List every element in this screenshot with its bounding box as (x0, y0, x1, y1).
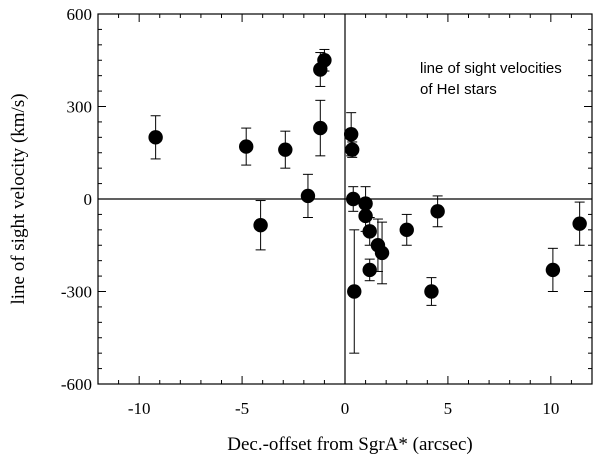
data-point (278, 142, 293, 157)
data-point (545, 262, 561, 278)
zero-lines (98, 14, 592, 384)
annotation-line-1: line of sight velocities (420, 60, 562, 77)
annotation-line-2: of HeI stars (420, 81, 497, 98)
y-tick-label: -600 (61, 375, 92, 394)
y-tick-labels: 600 300 0 -300 -600 (61, 5, 92, 394)
y-tick-label: 300 (67, 98, 93, 117)
data-point (300, 188, 316, 204)
data-point (424, 284, 439, 299)
axis-ticks (97, 13, 593, 385)
data-point (148, 130, 163, 145)
y-tick-label: -300 (61, 283, 92, 302)
data-point (346, 191, 361, 207)
x-tick-label: -10 (128, 399, 151, 418)
data-point (374, 245, 390, 261)
data-point (313, 120, 328, 136)
x-tick-label: 5 (444, 399, 453, 418)
data-point (358, 208, 373, 224)
y-axis-title: line of sight velocity (km/s) (8, 93, 29, 304)
data-point (430, 204, 445, 219)
x-tick-labels: -10 -5 0 5 10 (128, 399, 560, 418)
data-point (347, 284, 362, 299)
plot-frame (97, 13, 593, 385)
data-point (358, 196, 373, 211)
x-tick-label: 10 (542, 399, 559, 418)
data-point (317, 53, 332, 68)
data-point (572, 216, 587, 231)
data-point (253, 218, 268, 233)
y-tick-label: 0 (84, 190, 93, 209)
data-points (148, 53, 587, 299)
data-point (399, 222, 414, 238)
x-axis-title: Dec.-offset from SgrA* (arcsec) (227, 434, 473, 455)
x-tick-label: -5 (235, 399, 249, 418)
y-tick-label: 600 (67, 5, 93, 24)
data-point (343, 127, 359, 142)
x-tick-label: 0 (341, 399, 350, 418)
data-point (345, 142, 360, 157)
data-point (362, 262, 377, 278)
data-point (362, 224, 377, 239)
data-point (239, 139, 254, 154)
